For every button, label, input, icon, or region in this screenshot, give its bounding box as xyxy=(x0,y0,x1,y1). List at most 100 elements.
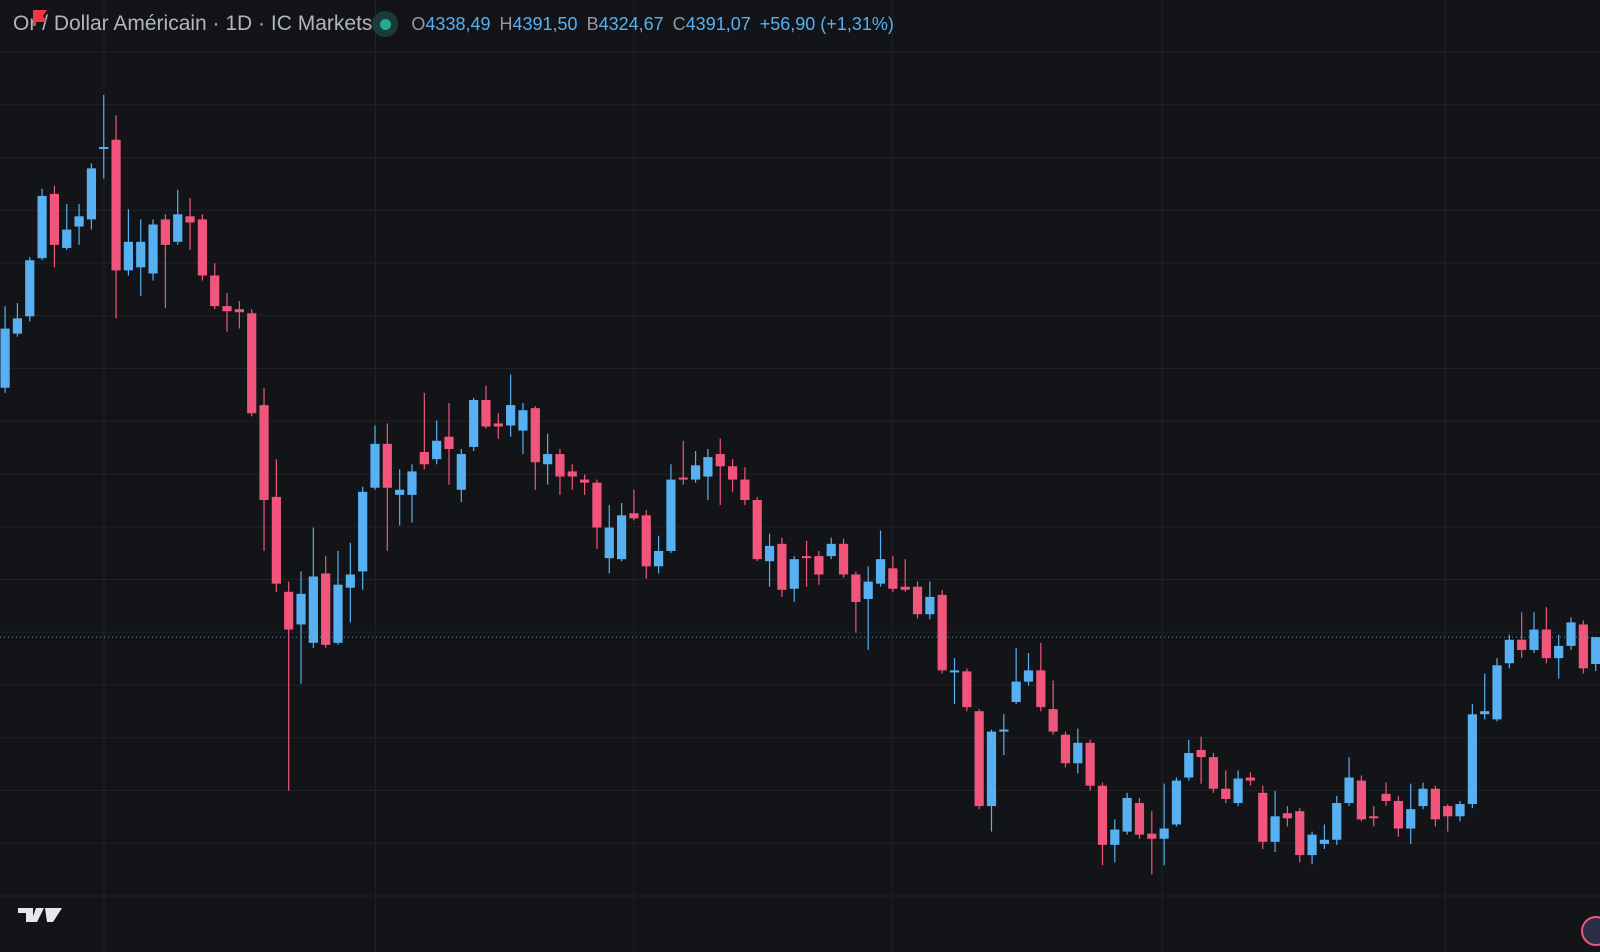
candle-body xyxy=(62,229,72,248)
candle-body xyxy=(234,309,244,313)
candle-body xyxy=(493,423,503,427)
candle-body xyxy=(838,543,849,575)
currency-flag xyxy=(1581,916,1600,946)
candle-body xyxy=(1369,816,1379,819)
candle-body xyxy=(136,241,146,268)
candle-body xyxy=(247,313,257,414)
candle-body xyxy=(12,318,23,334)
candle-body xyxy=(333,584,343,643)
candle-body xyxy=(1418,788,1428,807)
candle-body xyxy=(764,545,775,562)
candle-body xyxy=(1282,813,1293,819)
candle-body xyxy=(1406,809,1416,829)
flag-icon xyxy=(33,10,47,26)
candle-body xyxy=(752,499,762,560)
candle-body xyxy=(37,195,47,259)
candle-body xyxy=(925,596,935,615)
candle-body xyxy=(875,559,886,584)
candle-body xyxy=(1184,753,1194,778)
candle-body xyxy=(1270,816,1280,842)
candle-body xyxy=(1356,780,1366,820)
candle-body xyxy=(1097,785,1108,845)
candle-body xyxy=(222,306,232,312)
candle-body xyxy=(617,515,627,560)
candle-body xyxy=(1208,757,1219,789)
candle-body xyxy=(432,440,442,460)
candle-body xyxy=(1467,714,1477,805)
symbol-title: Or / Dollar Américain · 1D · IC Markets xyxy=(13,12,373,35)
candle-body xyxy=(1134,803,1145,835)
candle-body xyxy=(321,573,331,645)
candle-body xyxy=(604,527,614,559)
candle-body xyxy=(481,399,491,427)
candle-body xyxy=(863,581,873,599)
candle-body xyxy=(308,576,318,643)
candle-body xyxy=(580,479,590,483)
candle-body xyxy=(703,457,713,477)
ohlc-label: C xyxy=(672,14,686,34)
candle-body xyxy=(271,496,281,584)
candle-body xyxy=(185,216,195,223)
tradingview-logo xyxy=(18,908,62,922)
candle-body xyxy=(1529,629,1539,650)
candle-body xyxy=(1196,749,1206,758)
candle-body xyxy=(74,216,84,227)
candle-body xyxy=(888,568,898,589)
ohlc-value: 4324,67 xyxy=(598,14,664,34)
candle-body xyxy=(1455,804,1465,817)
candle-body xyxy=(419,452,429,465)
ohlc-value: 4391,07 xyxy=(685,14,751,34)
candle-body xyxy=(1480,711,1490,715)
candle-body xyxy=(690,465,701,480)
candle-body xyxy=(1295,811,1305,856)
candle-body xyxy=(1332,803,1342,840)
ohlc-label: B xyxy=(586,14,599,34)
candle-body xyxy=(1233,778,1243,804)
candle-body xyxy=(296,593,306,625)
candle-body xyxy=(567,471,577,477)
candle-body xyxy=(727,466,738,480)
candle-body xyxy=(1147,833,1157,839)
candle-body xyxy=(1578,624,1588,669)
candle-body xyxy=(1245,777,1256,781)
candle-body xyxy=(1159,828,1169,839)
candle-body xyxy=(826,543,836,557)
candle-body xyxy=(1085,742,1095,786)
candle-body xyxy=(740,479,750,500)
candle-body xyxy=(382,443,392,488)
candle-body xyxy=(518,410,528,431)
candle-body xyxy=(1073,742,1083,764)
candle-body xyxy=(456,454,466,490)
candle-body xyxy=(974,711,984,807)
candle-body xyxy=(160,219,170,245)
candle-body xyxy=(715,454,725,467)
candle-body xyxy=(777,543,787,590)
candles xyxy=(0,94,1600,875)
candle-body xyxy=(1554,645,1564,659)
candle-body xyxy=(444,436,454,449)
candle-body xyxy=(814,556,824,575)
candle-body xyxy=(1443,806,1453,817)
candle-body xyxy=(148,224,158,274)
candle-body xyxy=(555,454,565,477)
candle-body xyxy=(653,550,664,567)
candle-body xyxy=(197,219,207,276)
ohlc-value: 4391,50 xyxy=(512,14,578,34)
market-status[interactable] xyxy=(372,11,399,37)
candle-body xyxy=(210,275,220,307)
candle-body xyxy=(629,513,639,519)
candle-body xyxy=(666,479,676,551)
candle-body xyxy=(962,671,972,708)
candle-body xyxy=(999,729,1009,732)
candle-body xyxy=(0,328,10,388)
candle-body xyxy=(1221,788,1231,799)
candle-body xyxy=(1504,639,1514,664)
candle-body xyxy=(86,168,97,220)
candle-body xyxy=(284,591,294,630)
candle-body xyxy=(1060,734,1071,764)
candle-body xyxy=(1110,829,1120,845)
candle-body xyxy=(1122,797,1132,832)
candle-body xyxy=(801,556,812,559)
candle-body xyxy=(1344,777,1354,804)
